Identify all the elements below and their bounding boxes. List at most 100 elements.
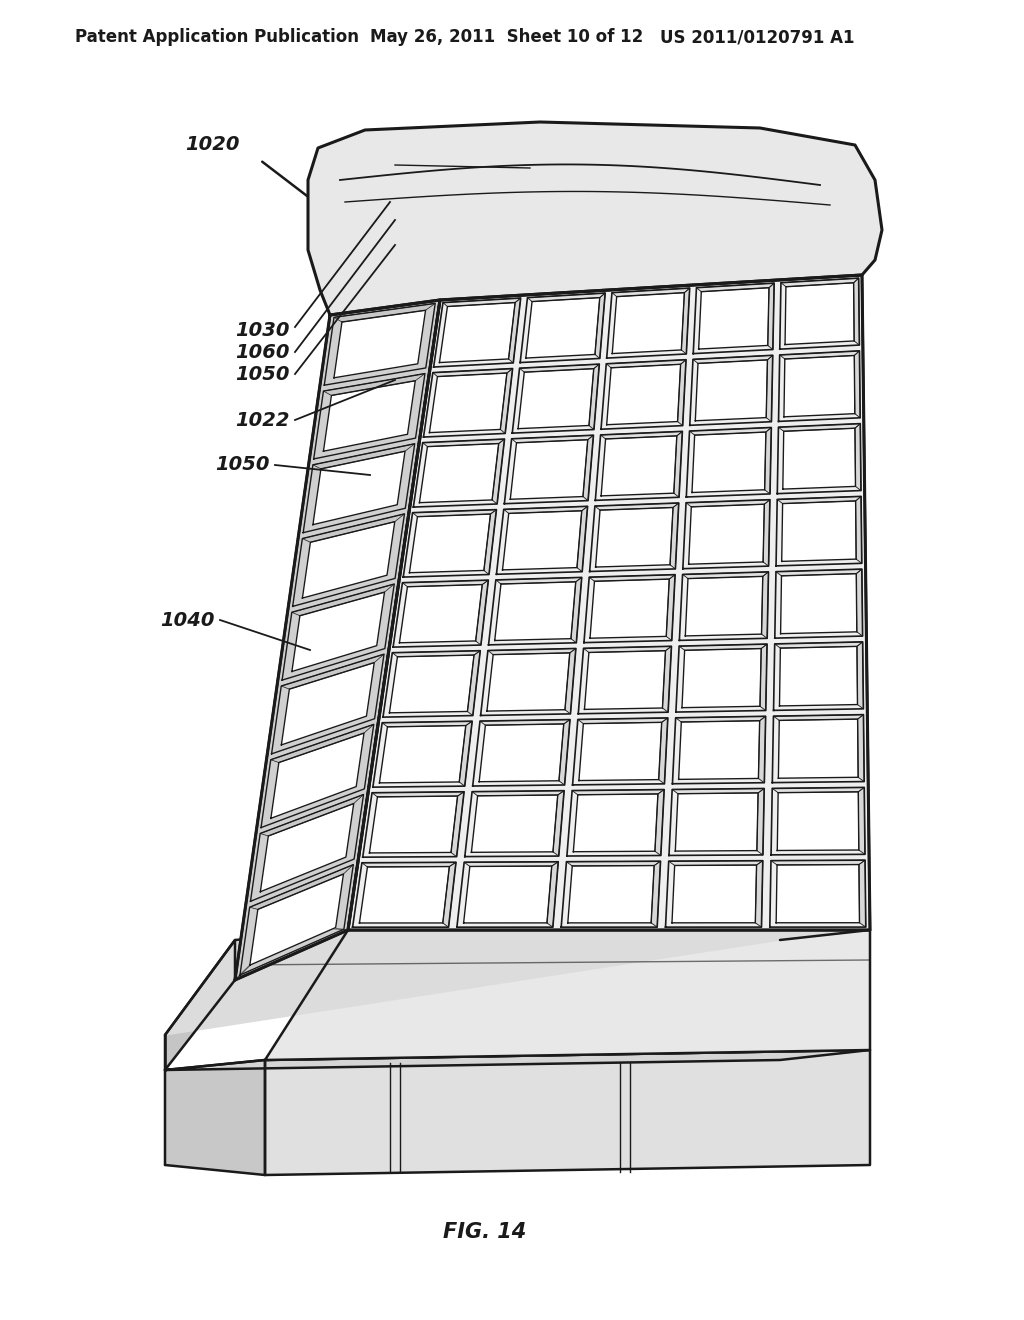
Polygon shape: [165, 931, 870, 1035]
Polygon shape: [683, 572, 768, 578]
Polygon shape: [775, 642, 862, 648]
Polygon shape: [689, 428, 771, 436]
Polygon shape: [571, 577, 582, 643]
Text: 1030: 1030: [236, 321, 290, 339]
Polygon shape: [655, 789, 665, 855]
Polygon shape: [689, 504, 764, 564]
Polygon shape: [567, 866, 654, 923]
Polygon shape: [856, 569, 862, 636]
Polygon shape: [370, 796, 458, 853]
Polygon shape: [292, 583, 394, 615]
Polygon shape: [590, 579, 670, 638]
Polygon shape: [577, 507, 588, 572]
Polygon shape: [678, 360, 686, 425]
Polygon shape: [682, 648, 761, 708]
Polygon shape: [464, 862, 558, 866]
Polygon shape: [756, 861, 763, 927]
Polygon shape: [578, 718, 668, 723]
Polygon shape: [674, 432, 682, 498]
Polygon shape: [302, 513, 404, 543]
Polygon shape: [763, 500, 770, 566]
Polygon shape: [583, 436, 594, 500]
Polygon shape: [439, 302, 515, 363]
Polygon shape: [782, 428, 855, 490]
Polygon shape: [780, 574, 857, 634]
Polygon shape: [260, 804, 353, 892]
Text: FIG. 14: FIG. 14: [443, 1222, 526, 1242]
Polygon shape: [479, 723, 564, 781]
Polygon shape: [785, 282, 854, 345]
Polygon shape: [265, 1049, 870, 1175]
Polygon shape: [484, 510, 497, 574]
Polygon shape: [519, 364, 599, 372]
Polygon shape: [672, 788, 764, 793]
Polygon shape: [757, 788, 764, 855]
Polygon shape: [663, 647, 672, 713]
Polygon shape: [773, 714, 863, 721]
Polygon shape: [565, 648, 575, 714]
Polygon shape: [392, 651, 480, 657]
Polygon shape: [165, 1060, 265, 1175]
Polygon shape: [361, 862, 456, 867]
Polygon shape: [600, 432, 682, 440]
Polygon shape: [495, 582, 575, 640]
Polygon shape: [766, 355, 773, 421]
Polygon shape: [781, 279, 859, 286]
Polygon shape: [777, 792, 859, 850]
Polygon shape: [526, 297, 600, 358]
Polygon shape: [768, 282, 774, 350]
Polygon shape: [857, 642, 863, 709]
Polygon shape: [380, 726, 466, 783]
Polygon shape: [250, 874, 343, 965]
Polygon shape: [527, 293, 605, 301]
Polygon shape: [695, 360, 767, 421]
Polygon shape: [777, 496, 861, 503]
Polygon shape: [282, 663, 374, 744]
Polygon shape: [579, 722, 662, 780]
Polygon shape: [858, 788, 865, 854]
Polygon shape: [348, 275, 870, 931]
Polygon shape: [509, 298, 520, 363]
Polygon shape: [472, 791, 564, 796]
Polygon shape: [324, 374, 425, 396]
Polygon shape: [859, 861, 865, 927]
Polygon shape: [612, 293, 684, 354]
Polygon shape: [676, 717, 766, 722]
Polygon shape: [672, 865, 757, 923]
Polygon shape: [669, 861, 763, 866]
Polygon shape: [858, 714, 864, 781]
Polygon shape: [855, 424, 861, 491]
Polygon shape: [334, 304, 435, 322]
Polygon shape: [459, 721, 472, 787]
Polygon shape: [359, 866, 450, 923]
Polygon shape: [658, 718, 668, 784]
Polygon shape: [778, 424, 860, 432]
Polygon shape: [776, 865, 859, 923]
Polygon shape: [410, 513, 490, 573]
Text: 1050: 1050: [215, 455, 270, 474]
Polygon shape: [589, 364, 599, 429]
Polygon shape: [679, 644, 767, 651]
Polygon shape: [698, 288, 769, 348]
Polygon shape: [471, 795, 558, 853]
Polygon shape: [503, 511, 582, 570]
Polygon shape: [487, 653, 569, 711]
Polygon shape: [612, 288, 690, 297]
Polygon shape: [762, 572, 768, 639]
Polygon shape: [679, 721, 760, 779]
Polygon shape: [512, 436, 594, 442]
Polygon shape: [389, 655, 474, 713]
Polygon shape: [681, 288, 690, 354]
Text: 1022: 1022: [236, 411, 290, 429]
Polygon shape: [585, 651, 666, 709]
Polygon shape: [854, 351, 860, 418]
Polygon shape: [501, 368, 513, 433]
Polygon shape: [165, 1049, 870, 1071]
Polygon shape: [685, 577, 763, 636]
Polygon shape: [765, 428, 771, 494]
Polygon shape: [667, 574, 675, 640]
Polygon shape: [573, 793, 658, 851]
Polygon shape: [686, 500, 770, 507]
Polygon shape: [589, 574, 675, 581]
Polygon shape: [779, 647, 857, 706]
